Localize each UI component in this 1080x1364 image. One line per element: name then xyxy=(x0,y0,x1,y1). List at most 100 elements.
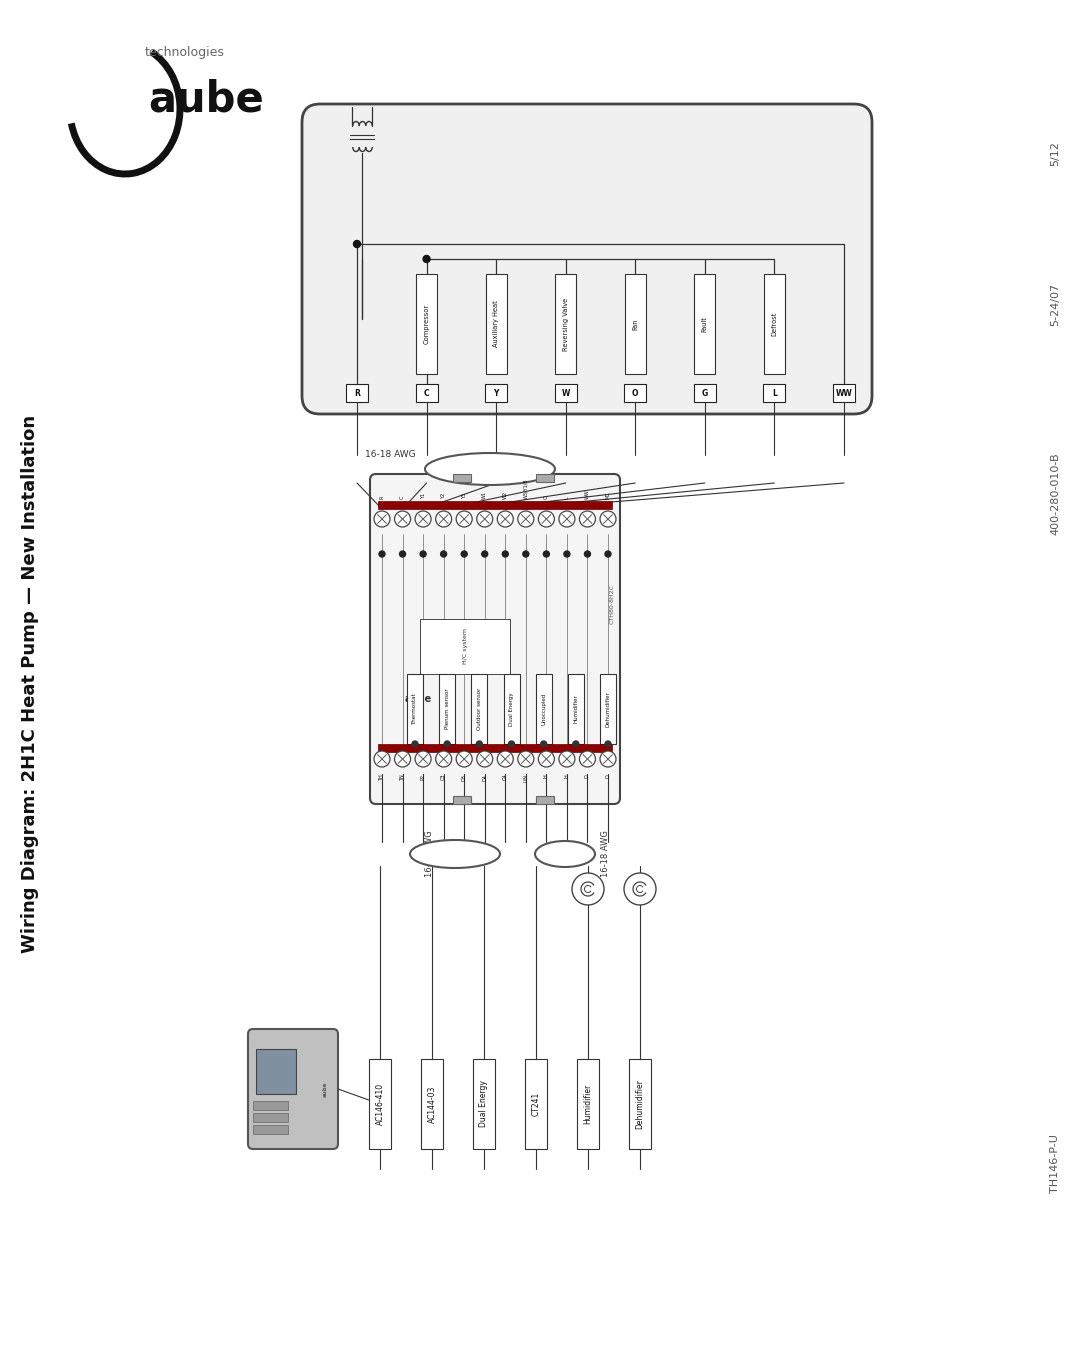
Bar xyxy=(416,385,437,402)
Text: Auxiliary Heat: Auxiliary Heat xyxy=(494,300,499,348)
Text: AC144-03: AC144-03 xyxy=(428,1086,436,1123)
Text: Fan: Fan xyxy=(632,318,638,330)
Circle shape xyxy=(605,741,611,747)
Circle shape xyxy=(564,551,570,557)
Text: Unoccupied: Unoccupied xyxy=(541,693,546,726)
Text: W2: W2 xyxy=(503,491,508,499)
Circle shape xyxy=(411,741,418,747)
Circle shape xyxy=(559,512,575,527)
Text: Reversing Valve: Reversing Valve xyxy=(563,297,569,351)
Circle shape xyxy=(374,752,390,767)
Bar xyxy=(471,674,487,743)
Text: Outdoor sensor: Outdoor sensor xyxy=(477,687,482,730)
Text: C4: C4 xyxy=(503,773,508,780)
Text: D: D xyxy=(606,773,610,777)
Circle shape xyxy=(541,741,546,747)
Bar xyxy=(694,274,715,374)
Bar xyxy=(577,1058,599,1148)
Text: WW: WW xyxy=(585,490,590,499)
Bar xyxy=(486,274,507,374)
Text: 16-22 AWG: 16-22 AWG xyxy=(426,831,434,877)
Text: W1: W1 xyxy=(483,491,487,499)
Circle shape xyxy=(517,512,534,527)
Circle shape xyxy=(584,551,591,557)
Bar xyxy=(833,385,855,402)
Circle shape xyxy=(517,752,534,767)
Bar xyxy=(378,501,612,509)
Text: Wiring Diagram: 2H1C Heat Pump — New Installation: Wiring Diagram: 2H1C Heat Pump — New Ins… xyxy=(21,415,39,953)
Text: O: O xyxy=(632,389,638,397)
Text: AC146-410: AC146-410 xyxy=(376,1083,384,1125)
Text: Fault: Fault xyxy=(702,316,707,331)
Circle shape xyxy=(624,873,656,904)
Bar xyxy=(420,619,510,674)
Bar xyxy=(624,385,646,402)
Text: 5-24/07: 5-24/07 xyxy=(1050,282,1059,326)
Circle shape xyxy=(374,512,390,527)
Bar xyxy=(485,385,508,402)
Text: 5/12: 5/12 xyxy=(1050,142,1059,166)
Circle shape xyxy=(353,240,361,247)
Bar xyxy=(453,475,471,481)
Bar xyxy=(536,475,554,481)
Text: Y3: Y3 xyxy=(461,492,467,499)
Text: LIN: LIN xyxy=(524,773,528,782)
Bar xyxy=(378,743,612,752)
Text: aube: aube xyxy=(323,1082,328,1097)
Text: H: H xyxy=(544,773,549,777)
Circle shape xyxy=(420,551,427,557)
Circle shape xyxy=(476,741,483,747)
Text: H/C system: H/C system xyxy=(462,627,468,664)
Circle shape xyxy=(605,551,611,557)
Text: H: H xyxy=(565,773,569,777)
Text: Dehumidifier: Dehumidifier xyxy=(606,692,610,727)
Bar xyxy=(453,797,471,803)
Circle shape xyxy=(415,752,431,767)
Text: TN: TN xyxy=(400,773,405,780)
Ellipse shape xyxy=(410,840,500,868)
Text: D: D xyxy=(585,773,590,777)
Text: aube: aube xyxy=(148,78,264,120)
Circle shape xyxy=(456,512,472,527)
Text: Y: Y xyxy=(494,389,499,397)
Bar xyxy=(600,674,616,743)
Bar xyxy=(416,274,437,374)
Circle shape xyxy=(497,512,513,527)
Circle shape xyxy=(400,551,406,557)
Text: L: L xyxy=(565,496,569,499)
Text: Defrost: Defrost xyxy=(771,312,778,336)
Ellipse shape xyxy=(535,842,595,868)
FancyBboxPatch shape xyxy=(370,475,620,803)
Text: CTH80-8H2C: CTH80-8H2C xyxy=(609,584,615,623)
Text: Dual Energy: Dual Energy xyxy=(509,692,514,726)
Text: 400-280-010-B: 400-280-010-B xyxy=(1050,453,1059,535)
Text: TH146-P-U: TH146-P-U xyxy=(1050,1135,1059,1194)
Text: technologies: technologies xyxy=(145,46,225,59)
Circle shape xyxy=(538,752,554,767)
Text: Y1: Y1 xyxy=(420,492,426,499)
Bar xyxy=(536,797,554,803)
Circle shape xyxy=(394,512,410,527)
Circle shape xyxy=(441,551,447,557)
Bar xyxy=(629,1058,651,1148)
Text: Plenum sensor: Plenum sensor xyxy=(445,689,449,730)
Text: C3: C3 xyxy=(441,773,446,780)
Circle shape xyxy=(580,752,595,767)
Bar xyxy=(256,1049,296,1094)
Circle shape xyxy=(523,551,529,557)
Circle shape xyxy=(476,512,492,527)
Circle shape xyxy=(444,741,450,747)
Text: W3/Y1/8: W3/Y1/8 xyxy=(524,479,528,499)
Text: WW: WW xyxy=(836,389,852,397)
Circle shape xyxy=(502,551,509,557)
Circle shape xyxy=(379,551,384,557)
Bar xyxy=(407,674,423,743)
FancyBboxPatch shape xyxy=(302,104,872,415)
Circle shape xyxy=(435,752,451,767)
Bar xyxy=(421,1058,443,1148)
Text: W: W xyxy=(562,389,570,397)
Bar xyxy=(555,274,577,374)
Bar xyxy=(764,274,785,374)
Bar xyxy=(253,1101,288,1110)
Bar xyxy=(625,274,646,374)
